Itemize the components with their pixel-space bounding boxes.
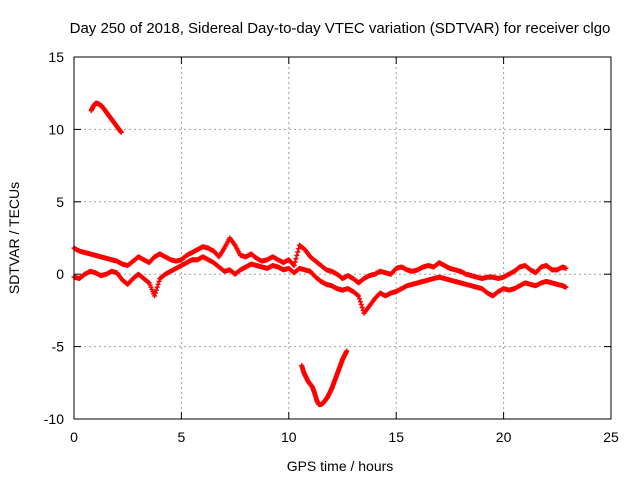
- data-point: [156, 278, 162, 284]
- data-point: [563, 284, 569, 290]
- data-point: [295, 249, 301, 255]
- data-point: [154, 284, 160, 290]
- y-tick-label: -5: [52, 339, 65, 355]
- x-axis-label: GPS time / hours: [287, 458, 394, 474]
- y-tick-label: 5: [56, 194, 64, 210]
- data-point: [118, 129, 124, 135]
- data-points: [71, 100, 569, 408]
- data-point: [152, 290, 158, 296]
- data-point: [357, 299, 363, 305]
- data-point: [293, 256, 299, 262]
- data-point: [358, 302, 364, 308]
- x-tick-label: 25: [603, 429, 619, 445]
- chart-title: Day 250 of 2018, Sidereal Day-to-day VTE…: [70, 20, 611, 37]
- data-point: [344, 348, 350, 354]
- data-point: [155, 281, 161, 287]
- x-tick-label: 10: [281, 429, 297, 445]
- x-tick-label: 15: [388, 429, 404, 445]
- data-point: [296, 246, 302, 252]
- data-point: [152, 293, 158, 299]
- x-tick-label: 0: [70, 429, 78, 445]
- data-point: [357, 296, 363, 302]
- data-point: [356, 293, 362, 299]
- data-point: [292, 259, 298, 265]
- data-point: [291, 263, 297, 269]
- y-tick-label: 15: [48, 49, 64, 65]
- plot-frame: [73, 56, 612, 420]
- data-point: [563, 265, 569, 271]
- y-axis-label: SDTVAR / TECUs: [6, 182, 22, 294]
- data-point: [153, 287, 159, 293]
- tick-labels: 0 5 10 15 20 25 -10 -5 0 5 10 15: [44, 49, 619, 445]
- y-tick-label: -10: [44, 411, 64, 427]
- y-tick-label: 10: [48, 121, 64, 137]
- y-tick-label: 0: [56, 266, 64, 282]
- x-tick-label: 5: [178, 429, 186, 445]
- data-point: [355, 292, 361, 298]
- data-point: [145, 279, 151, 285]
- data-point: [294, 252, 300, 258]
- gridlines: [74, 57, 611, 419]
- x-tick-label: 20: [496, 429, 512, 445]
- data-point: [359, 305, 365, 311]
